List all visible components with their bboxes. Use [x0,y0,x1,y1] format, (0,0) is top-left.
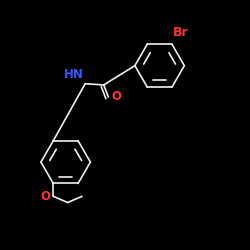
Text: HN: HN [64,68,84,81]
Text: Br: Br [173,26,189,39]
Text: O: O [111,90,121,103]
Text: O: O [40,190,50,203]
